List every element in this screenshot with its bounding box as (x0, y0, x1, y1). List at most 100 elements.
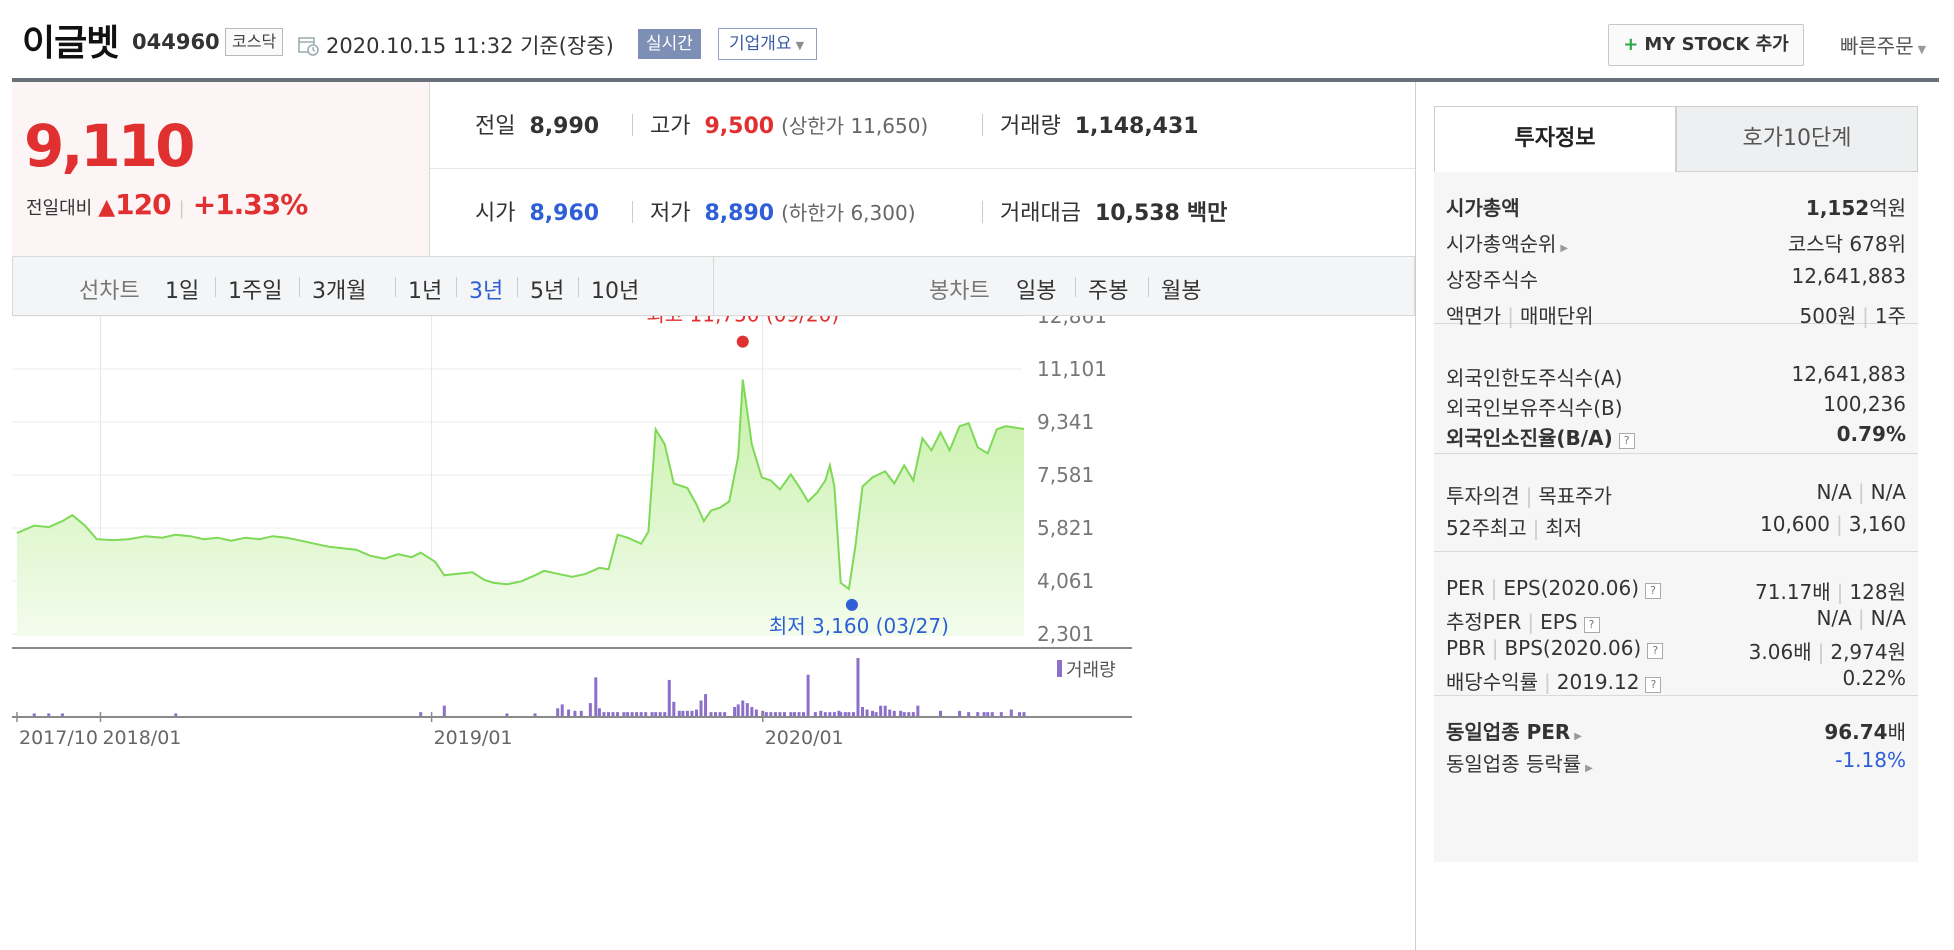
sector-per-label-wrap: 동일업종 PER ▶ (1446, 716, 1582, 745)
volume-bar (1009, 709, 1013, 716)
volume-bar (764, 712, 768, 716)
sector-per-value: 96.74 (1824, 720, 1888, 744)
separator: | (1490, 576, 1498, 600)
candle-daily[interactable]: 일봉 (1016, 279, 1057, 304)
market-tag: 코스닥 (225, 28, 284, 56)
pbr-value-wrap: 3.06배 | 2,974원 (1749, 636, 1906, 665)
volume-bar (1017, 712, 1021, 716)
realtime-button[interactable]: 실시간 (638, 29, 701, 59)
day-low-label: 저가 (650, 201, 691, 226)
sector-change-row[interactable]: 동일업종 등락률 ▶ -1.18% (1446, 744, 1906, 778)
stock-code: 044960 (132, 30, 220, 54)
tab-order-book[interactable]: 호가10단계 (1676, 106, 1918, 172)
volume-label: 거래량 (1000, 114, 1061, 139)
volume-bar (990, 712, 994, 716)
period-10y[interactable]: 10년 (591, 279, 640, 304)
unit-value: 1주 (1874, 304, 1906, 328)
volume-bar (714, 712, 718, 716)
volume-bar (174, 713, 178, 716)
open-price: 시가 8,960 (475, 195, 599, 227)
volume-bar (865, 709, 869, 716)
y-tick-label: 7,581 (1037, 463, 1094, 487)
dividend-period: 2019.12 (1556, 670, 1640, 694)
market-cap-section: 시가총액 1,152억원 시가총액순위 ▶ 코스닥 678위 상장주식수 12,641,… (1434, 172, 1918, 328)
separator: | (1857, 480, 1865, 504)
per-row: PER | EPS(2020.06)? 71.17배 | 128원 (1446, 572, 1906, 606)
volume-bar (616, 712, 620, 716)
period-5y[interactable]: 5년 (530, 279, 565, 304)
volume-bar (505, 713, 509, 716)
separator (632, 201, 633, 223)
open-price-label: 시가 (475, 201, 516, 226)
help-icon[interactable]: ? (1583, 617, 1600, 633)
add-my-stock-button[interactable]: + MY STOCK 추가 (1608, 24, 1804, 66)
candle-chart-label: 봉차트 (929, 279, 990, 304)
volume-bar (694, 709, 698, 716)
cap-rank-row[interactable]: 시가총액순위 ▶ 코스닥 678위 (1446, 224, 1906, 258)
foreign-hold-value: 100,236 (1823, 392, 1906, 416)
volume-bar (976, 712, 980, 716)
help-icon[interactable]: ? (1618, 433, 1635, 449)
separator: | (1507, 304, 1514, 328)
trade-amount-label: 거래대금 (1000, 201, 1081, 226)
volume-bar (718, 712, 722, 716)
low-marker (845, 598, 858, 611)
volume-bar (907, 712, 911, 716)
help-icon[interactable]: ? (1647, 643, 1664, 659)
volume-bar (939, 710, 943, 716)
opinion-row: 투자의견 | 목표주가 N/A | N/A (1446, 476, 1906, 510)
volume-bar (556, 708, 560, 716)
foreign-hold-label: 외국인보유주식수(B) (1446, 396, 1623, 420)
period-1y[interactable]: 1년 (408, 279, 443, 304)
volume-bar (650, 712, 654, 716)
period-1d[interactable]: 1일 (165, 279, 200, 304)
volume-bar (802, 712, 806, 716)
trade-amount-value: 10,538 (1094, 201, 1180, 226)
help-icon[interactable]: ? (1645, 583, 1662, 599)
price-line (16, 379, 1025, 591)
volume-bar (658, 712, 662, 716)
period-3y[interactable]: 3년 (469, 279, 504, 304)
separator: | (1835, 512, 1843, 536)
target-label: 목표주가 (1538, 484, 1612, 508)
help-icon[interactable]: ? (1645, 677, 1662, 693)
volume-bar (630, 712, 634, 716)
separator (578, 277, 579, 297)
pbr-row: PBR | BPS(2020.06)? 3.06배 | 2,974원 (1446, 632, 1906, 666)
cap-rank-label: 시가총액순위 (1446, 232, 1557, 256)
volume-bar (782, 712, 786, 716)
per-value: 71.17배 (1755, 580, 1831, 604)
sector-change-value: -1.18% (1835, 748, 1906, 772)
opinion-label-wrap: 투자의견 | 목표주가 (1446, 480, 1612, 509)
company-overview-dropdown[interactable]: 기업개요 ▼ (718, 28, 818, 60)
period-1w[interactable]: 1주일 (228, 279, 283, 304)
quick-order-label: 빠른주문 (1840, 34, 1914, 58)
par-label: 액면가 (1446, 304, 1502, 328)
volume-bar (982, 712, 986, 716)
volume-bar (828, 712, 832, 716)
candle-monthly[interactable]: 월봉 (1161, 279, 1202, 304)
period-3m[interactable]: 3개월 (312, 279, 367, 304)
divider (713, 257, 714, 315)
w52-label-wrap: 52주최고 | 최저 (1446, 512, 1582, 541)
separator (395, 277, 396, 297)
y-tick-label: 12,861 (1037, 316, 1107, 328)
w52-low-value: 3,160 (1848, 512, 1906, 536)
volume-bar (792, 712, 796, 716)
volume-bar (47, 713, 51, 716)
plus-icon: + (1623, 34, 1639, 55)
day-low: 저가 8,890 (하한가 6,300) (650, 195, 916, 227)
sector-per-row[interactable]: 동일업종 PER ▶ 96.74배 (1446, 712, 1906, 746)
volume-bar (573, 710, 577, 716)
opinion-value: N/A (1816, 480, 1852, 504)
volume-bar (741, 700, 745, 716)
tab-investment-info[interactable]: 투자정보 (1434, 106, 1676, 172)
volume-bar (533, 713, 537, 716)
price-chart: 12,861 11,101 9,341 7,581 5,821 4,061 2,301 20… (12, 316, 1415, 950)
foreign-limit-value: 12,641,883 (1791, 362, 1906, 386)
volume-bar (789, 712, 793, 716)
quick-order-dropdown[interactable]: 빠른주문 ▼ (1840, 30, 1926, 59)
pbr-label-wrap: PBR | BPS(2020.06)? (1446, 636, 1664, 660)
prev-close-label: 전일 (475, 114, 516, 139)
candle-weekly[interactable]: 주봉 (1088, 279, 1129, 304)
